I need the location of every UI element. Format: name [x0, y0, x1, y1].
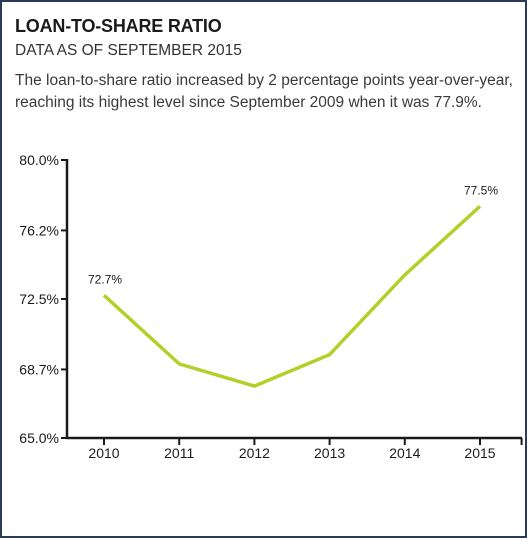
- x-tick-label: 2013: [314, 445, 345, 461]
- chart-description: The loan-to-share ratio increased by 2 p…: [15, 72, 513, 111]
- x-tick-label: 2012: [239, 445, 270, 461]
- y-tick-label: 68.7%: [19, 361, 59, 377]
- x-tick-label: 2010: [88, 445, 119, 461]
- y-tick-label: 80.0%: [19, 152, 59, 168]
- series-line: [102, 205, 482, 388]
- y-tick-label: 72.5%: [19, 291, 59, 307]
- x-tick-label: 2011: [164, 445, 194, 461]
- y-tick-label: 76.2%: [19, 222, 59, 238]
- data-label: 77.5%: [464, 183, 498, 197]
- x-tick-label: 2014: [389, 445, 420, 461]
- chart-title: LOAN-TO-SHARE RATIO: [15, 16, 222, 36]
- chart-subtitle: DATA AS OF SEPTEMBER 2015: [15, 42, 242, 59]
- y-tick-label: 65.0%: [19, 430, 59, 446]
- x-tick-label: 2015: [464, 445, 495, 461]
- data-label: 72.7%: [88, 272, 122, 286]
